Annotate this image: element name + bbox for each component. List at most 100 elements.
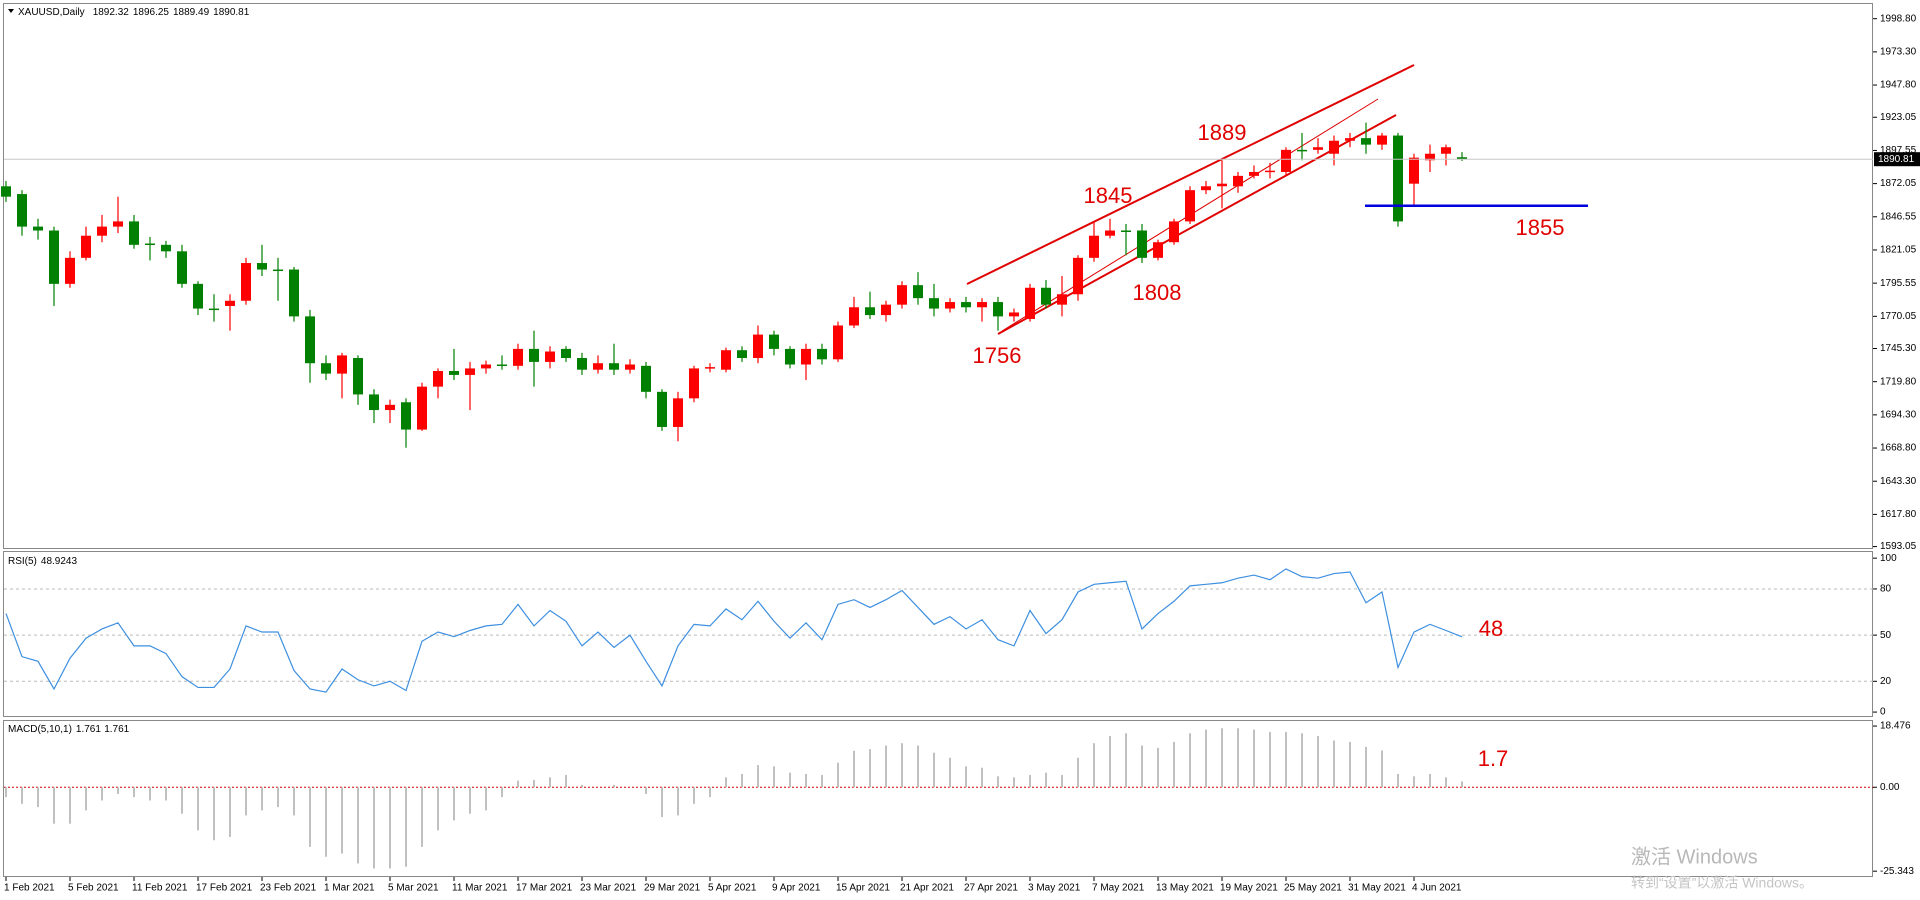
low: 1889.49	[173, 7, 210, 18]
price-annotation: 1756	[973, 343, 1022, 368]
candle-body	[833, 325, 843, 360]
candle-body	[561, 348, 571, 359]
candle-body	[417, 386, 427, 430]
x-tick-label: 23 Mar 2021	[580, 883, 637, 894]
candle-body	[897, 285, 907, 305]
price-annotation: 1845	[1084, 183, 1133, 208]
y-tick-label: -25.343	[1880, 866, 1914, 877]
y-tick-label: 0	[1880, 707, 1886, 718]
candle-body	[1009, 312, 1019, 317]
candle-body	[993, 302, 1003, 317]
y-tick-label: 1923.05	[1880, 112, 1917, 123]
open: 1892.32	[93, 7, 130, 18]
candle-body	[961, 302, 971, 308]
candle-body	[1057, 294, 1067, 305]
collapse-icon[interactable]	[8, 9, 14, 13]
y-tick-label: 1719.80	[1880, 376, 1917, 387]
candle-body	[753, 334, 763, 359]
candle-body	[1233, 175, 1243, 187]
candle-body	[33, 226, 43, 231]
candle-body	[513, 348, 523, 366]
candle-body	[593, 363, 603, 370]
candle-body	[1329, 140, 1339, 154]
x-tick-label: 13 May 2021	[1156, 883, 1214, 894]
candle-body	[1, 186, 11, 197]
y-tick-label: 1668.80	[1880, 443, 1917, 454]
candle-body	[1105, 230, 1115, 236]
candle-body	[689, 368, 699, 399]
signal-value: 1.761	[104, 724, 129, 735]
candle-body	[577, 358, 587, 370]
candle-body	[721, 350, 731, 370]
x-tick-label: 29 Mar 2021	[644, 883, 701, 894]
watermark-subtitle: 转到“设置”以激活 Windows。	[1631, 875, 1813, 891]
candle-body	[145, 243, 155, 246]
high: 1896.25	[133, 7, 170, 18]
y-tick-label: 1998.80	[1880, 13, 1917, 24]
candle-body	[449, 371, 459, 375]
y-tick-label: 1745.30	[1880, 343, 1917, 354]
x-tick-label: 7 May 2021	[1092, 883, 1145, 894]
candle-body	[1025, 287, 1035, 319]
macd-header: MACD(5,10,1) 1.761 1.761	[8, 724, 130, 735]
y-tick-label: 1694.30	[1880, 410, 1917, 421]
macd-value: 1.761	[76, 724, 101, 735]
candle-body	[1393, 135, 1403, 222]
candle-body	[705, 367, 715, 369]
candle-body	[1313, 147, 1323, 150]
candle-body	[1457, 157, 1467, 160]
x-tick-label: 5 Apr 2021	[708, 883, 757, 894]
candle-body	[369, 394, 379, 411]
y-tick-label: 1821.05	[1880, 245, 1917, 256]
price-annotation: 1889	[1198, 120, 1247, 145]
x-tick-label: 21 Apr 2021	[900, 883, 954, 894]
candle-body	[1409, 157, 1419, 184]
x-tick-label: 15 Apr 2021	[836, 883, 890, 894]
rsi-pane	[3, 551, 1873, 717]
y-tick-label: 1947.80	[1880, 80, 1917, 91]
candle-body	[625, 364, 635, 370]
candle-body	[209, 308, 219, 311]
candle-body	[913, 285, 923, 299]
candle-body	[481, 364, 491, 369]
x-tick-label: 9 Apr 2021	[772, 883, 821, 894]
candle-body	[1425, 153, 1435, 161]
candle-body	[465, 368, 475, 375]
candle-body	[241, 263, 251, 301]
x-tick-label: 25 May 2021	[1284, 883, 1342, 894]
candle-body	[849, 307, 859, 326]
x-tick-label: 5 Feb 2021	[68, 883, 119, 894]
candle-body	[1377, 135, 1387, 145]
candle-body	[337, 355, 347, 374]
candle-body	[545, 351, 555, 362]
candle-body	[1265, 170, 1275, 173]
rsi-annotation: 48	[1479, 616, 1503, 641]
candle-body	[1281, 149, 1291, 172]
watermark-title: 激活 Windows	[1631, 845, 1758, 868]
candle-body	[433, 371, 443, 387]
y-tick-label: 1795.55	[1880, 278, 1917, 289]
close: 1890.81	[213, 7, 250, 18]
x-tick-label: 4 Jun 2021	[1412, 883, 1462, 894]
candle-body	[129, 221, 139, 245]
candle-body	[17, 194, 27, 227]
x-tick-label: 17 Feb 2021	[196, 883, 253, 894]
candle-body	[65, 257, 75, 284]
price-pane	[3, 3, 1873, 549]
candle-body	[945, 302, 955, 309]
candle-body	[1089, 235, 1099, 258]
candle-body	[1041, 287, 1051, 305]
y-tick-label: 1593.05	[1880, 541, 1917, 552]
candle-body	[817, 348, 827, 360]
candle-body	[529, 348, 539, 362]
x-tick-label: 31 May 2021	[1348, 883, 1406, 894]
candle-body	[881, 304, 891, 316]
y-tick-label: 80	[1880, 584, 1892, 595]
rsi-line	[5, 568, 1463, 693]
candle-body	[1441, 147, 1451, 154]
candle-body	[401, 402, 411, 430]
candle-body	[81, 235, 91, 258]
symbol: XAUUSD,Daily	[18, 7, 85, 18]
y-tick-label: 1973.30	[1880, 47, 1917, 58]
candle-body	[385, 404, 395, 411]
